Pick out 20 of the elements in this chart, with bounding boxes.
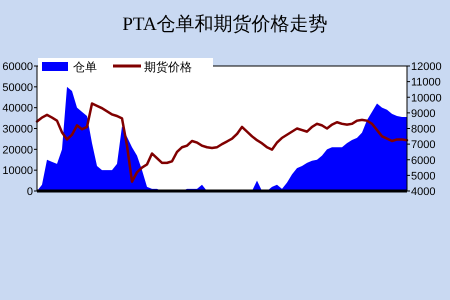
y2-tick-label: 4000 <box>411 186 436 198</box>
y-tick-label: 40000 <box>2 102 33 115</box>
line-series <box>36 102 408 183</box>
chart-title: PTA仓单和期货价格走势 <box>122 14 328 35</box>
y2-tick-label: 6000 <box>411 154 436 167</box>
y2-tick-label: 10000 <box>411 92 442 104</box>
y2-tick-label: 7000 <box>411 139 436 152</box>
legend-label: 仓单 <box>73 60 97 74</box>
y-tick-label: 10000 <box>2 165 33 178</box>
y-tick-label: 50000 <box>2 82 33 94</box>
y-tick-label: 0 <box>26 186 33 198</box>
y2-tick-label: 9000 <box>411 108 436 120</box>
y-tick-label: 20000 <box>2 144 33 156</box>
y-tick-label: 30000 <box>2 124 33 136</box>
y2-tick-label: 12000 <box>411 61 442 73</box>
y2-tick-label: 11000 <box>411 76 441 89</box>
y-tick-label: 60000 <box>2 61 33 73</box>
y2-tick-label: 8000 <box>411 124 436 136</box>
y2-tick-label: 5000 <box>411 170 436 182</box>
legend-label: 期货价格 <box>144 60 192 74</box>
